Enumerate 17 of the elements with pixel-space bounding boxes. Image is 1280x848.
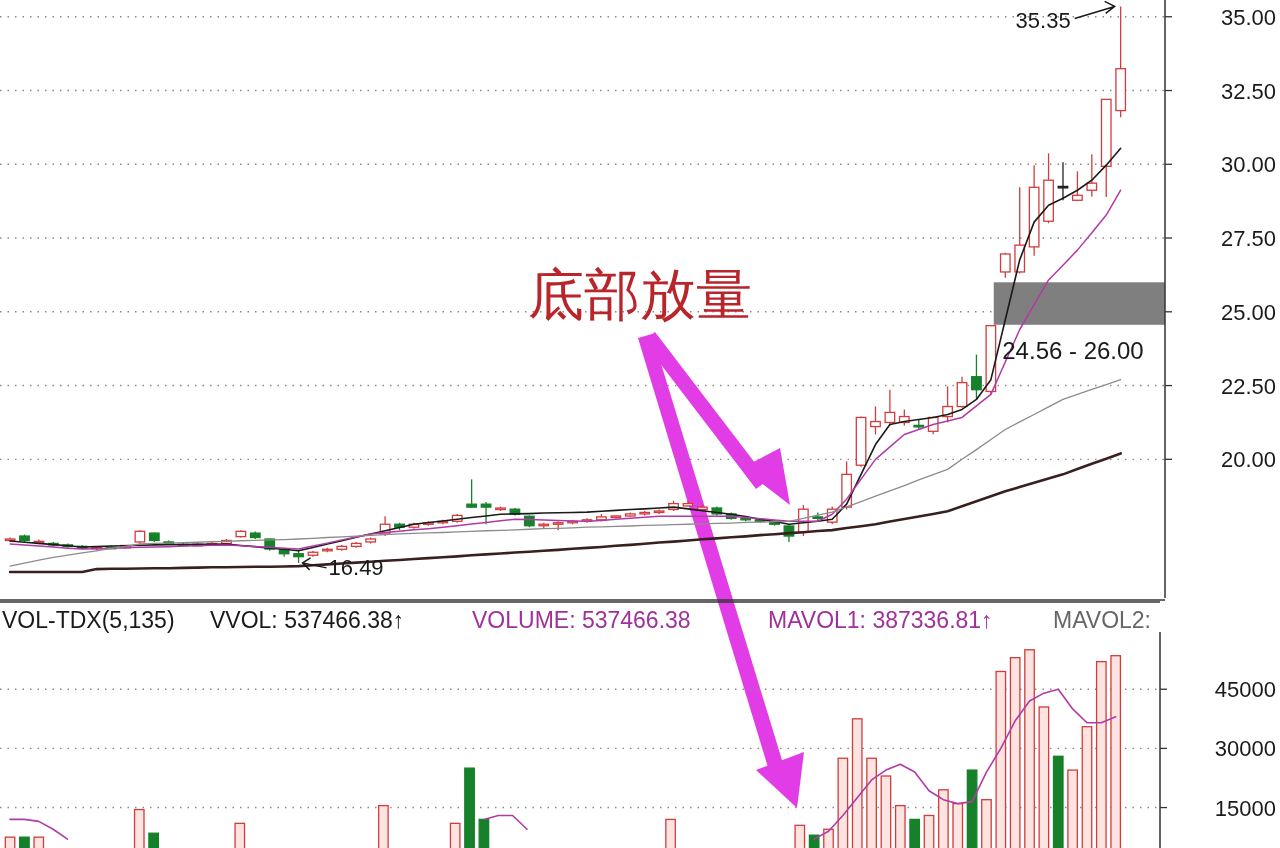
y-tick-label: 32.50 — [1220, 78, 1276, 104]
y-tick-label: 30000 — [1214, 736, 1276, 762]
annotation: 35.35 — [1015, 8, 1071, 34]
text: VOL-TDX(5,135) — [2, 607, 175, 633]
text: MAVOL1: 387336.81↑ — [768, 607, 993, 633]
y-tick-label: 27.50 — [1220, 226, 1276, 252]
y-tick-label: 30.00 — [1220, 152, 1276, 178]
y-tick-label: 25.00 — [1220, 299, 1276, 325]
annotation: 底部放量 — [528, 263, 752, 326]
y-tick-label: 20.00 — [1220, 447, 1276, 473]
text: MAVOL2: — [1053, 607, 1151, 633]
y-tick-label: 45000 — [1214, 677, 1276, 703]
y-tick-label: 15000 — [1214, 795, 1276, 821]
text: VOLUME: 537466.38 — [472, 607, 691, 633]
y-tick-label: 22.50 — [1220, 373, 1276, 399]
y-tick-label: 35.00 — [1220, 4, 1276, 30]
text: VVOL: 537466.38↑ — [210, 607, 405, 633]
